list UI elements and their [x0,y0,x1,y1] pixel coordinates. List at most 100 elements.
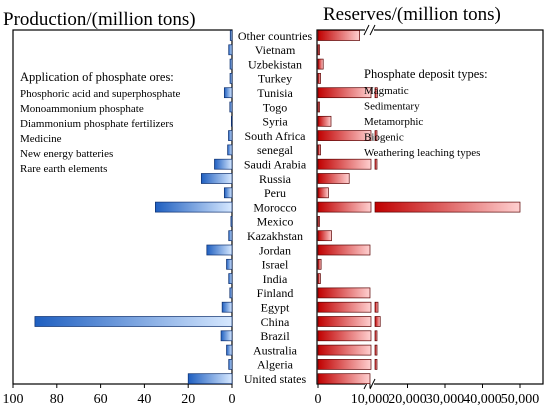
reserves-bar-continued [374,158,378,170]
production-bar [228,44,233,56]
production-bar [223,187,233,199]
reserves-bar [317,373,371,385]
reserves-bar [317,187,329,199]
production-bar [220,330,233,342]
application-item: Rare earth elements [20,163,107,175]
reserves-bar [317,244,371,256]
reserves-plot-frame [316,29,544,385]
deposit-type-item: Metamorphic [364,116,423,128]
category-labels: Other countriesVietnamUzbekistanTurkeyTu… [238,29,313,386]
production-bar [206,244,233,256]
reserves-bar [317,344,372,356]
production-bar [214,158,233,170]
category-label: senegal [257,143,294,157]
reserves-bar [317,287,371,299]
application-item: Phosphoric acid and superphosphate [20,88,180,100]
reserves-tick-label: 40,000 [463,392,502,407]
reserves-bar-continued [374,301,379,313]
deposit-types-list: Magmatic Sedimentary Metamorphic Biogenic We… [364,85,480,159]
production-bar [187,373,233,385]
category-label: Saudi Arabia [244,158,307,172]
application-heading: Application of phosphate ores: [20,70,174,84]
reserves-bar [317,359,372,370]
production-tick-label: 60 [94,392,108,407]
category-label: Kazakhstan [247,229,303,243]
reserves-tick-label: 50,000 [501,392,540,407]
deposit-type-item: Magmatic [364,85,409,97]
production-bar [228,230,233,242]
category-label: Russia [259,172,292,186]
reserves-bar [317,73,321,84]
production-bar [221,301,233,313]
reserves-bar [317,216,320,227]
production-bar [228,359,233,370]
reserves-bar [317,330,372,342]
reserves-bar [317,301,372,313]
production-tick-label: 20 [181,392,195,407]
production-title: Production/(million tons) [3,9,196,30]
reserves-bar-continued [374,344,378,356]
application-list: Phosphoric acid and superphosphate Monoam… [20,88,180,175]
application-item: Medicine [20,133,62,145]
production-bar [227,144,233,156]
reserves-bar [317,258,322,270]
production-bar [34,316,233,327]
deposit-type-item: Sedimentary [364,101,420,113]
reserves-bar [317,58,324,70]
category-label: Other countries [238,29,313,43]
category-label: United states [244,372,307,386]
production-ticks: 100 80 60 40 20 0 [3,384,236,407]
deposit-type-item: Weathering leaching types [364,147,480,159]
deposit-types-heading: Phosphate deposit types: [364,67,488,81]
reserves-bar [317,273,321,284]
category-label: India [263,272,288,286]
production-tick-label: 100 [3,392,24,407]
reserves-bar [317,87,372,99]
category-label: Tunisia [257,86,293,100]
reserves-tick-label: 20,000 [388,392,427,407]
category-label: Australia [253,343,298,357]
reserves-bar [317,130,372,141]
application-item: Diammonium phosphate fertilizers [20,118,173,130]
reserves-bar [317,158,372,170]
production-bar [229,73,233,84]
reserves-ticks: 0 10,000 20,000 30,000 40,000 50,000 [315,384,540,407]
production-bar [229,58,233,70]
reserves-bar-continued [374,130,378,141]
reserves-bar [317,144,321,156]
production-bar [228,273,233,284]
reserves-bar [317,101,320,113]
category-label: Uzbekistan [248,57,302,71]
production-bar [200,173,233,184]
reserves-bar [317,173,350,184]
reserves-bar [317,30,360,41]
production-tick-label: 80 [50,392,64,407]
application-item: New energy batteries [20,148,113,160]
category-label: Syria [262,115,288,129]
production-bar [229,287,233,299]
production-tick-label: 40 [137,392,151,407]
production-tick-label: 0 [229,392,236,407]
reserves-tick-label: 10,000 [351,392,390,407]
category-label: China [261,315,290,329]
production-bar [155,201,233,213]
axis-break-top [363,24,376,36]
reserves-bar [317,316,372,327]
category-label: Turkey [258,72,292,86]
deposit-type-item: Biogenic [364,132,404,144]
production-bar [230,216,233,227]
reserves-title: Reserves/(million tons) [323,4,501,25]
production-bar [229,30,233,41]
production-bars [34,30,233,385]
category-label: Finland [257,286,294,300]
category-label: South Africa [245,129,307,143]
reserves-bar [317,115,332,127]
category-label: Vietnam [255,43,296,57]
reserves-bar-continued [374,359,378,370]
reserves-bars [317,30,521,385]
reserves-bar-continued [374,316,381,327]
reserves-bar-continued [374,87,378,99]
production-bar [226,258,233,270]
reserves-bar [317,230,332,242]
